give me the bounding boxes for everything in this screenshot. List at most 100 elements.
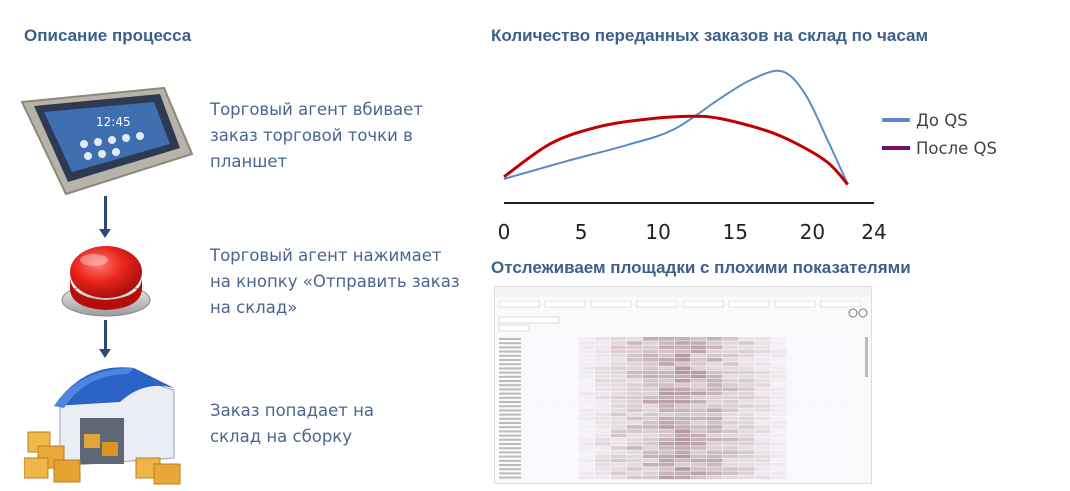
chart-title: Количество переданных заказов на склад п… [491, 26, 929, 45]
heat-cell [819, 395, 835, 400]
process-title: Описание процесса [24, 26, 192, 45]
heat-cell [611, 437, 627, 442]
heat-cell [595, 366, 611, 370]
x-tick-labels: 0 5 10 15 20 24 [490, 220, 910, 246]
heat-cell [803, 366, 819, 370]
heat-cell [755, 353, 771, 358]
heat-cell [787, 475, 803, 480]
heat-cell [643, 353, 659, 358]
heat-cell [627, 433, 643, 438]
heat-cell [755, 345, 771, 349]
heat-cell [595, 374, 611, 379]
heat-cell [531, 442, 547, 446]
heat-cell [659, 437, 675, 442]
heat-cell [675, 429, 691, 433]
heat-cell [675, 353, 691, 358]
heat-cell [611, 379, 627, 383]
heat-cell [771, 475, 787, 480]
heat-cell [691, 471, 707, 475]
heat-cell [835, 391, 851, 396]
heat-cell [531, 404, 547, 408]
heat-cell [531, 416, 547, 421]
heat-cell [739, 358, 755, 362]
heat-cell [739, 458, 755, 463]
heat-cell [595, 404, 611, 408]
heat-cell [739, 349, 755, 354]
heat-cell [723, 467, 739, 471]
heat-cell [691, 442, 707, 446]
heat-cell [755, 425, 771, 429]
heat-row-label [499, 413, 521, 416]
heat-cell [643, 349, 659, 354]
heat-cell [675, 345, 691, 349]
heat-cell [643, 391, 659, 396]
heat-cell [531, 437, 547, 442]
heat-cell [675, 458, 691, 463]
svg-text:12:45: 12:45 [96, 115, 131, 129]
heat-cell [547, 437, 563, 442]
heat-cell [627, 387, 643, 391]
heat-cell [691, 337, 707, 341]
heat-cell [547, 349, 563, 354]
heat-cell [803, 370, 819, 375]
heat-cell [531, 458, 547, 463]
heat-cell [771, 463, 787, 467]
heat-cell [611, 425, 627, 429]
heat-cell [835, 379, 851, 383]
heat-cell [595, 345, 611, 349]
heat-cell [755, 433, 771, 438]
heat-cell [819, 425, 835, 429]
heat-cell [627, 437, 643, 442]
heat-cell [771, 400, 787, 404]
heat-cell [563, 400, 579, 404]
heat-cell [675, 379, 691, 383]
heat-cell [675, 337, 691, 341]
heat-cell [691, 349, 707, 354]
heat-cell [755, 341, 771, 345]
heat-cell [675, 341, 691, 345]
heat-cell [723, 408, 739, 412]
heat-cell [771, 391, 787, 396]
heat-cell [755, 400, 771, 404]
heat-cell [803, 471, 819, 475]
heat-cell [611, 337, 627, 341]
heat-cell [819, 408, 835, 412]
heat-cell [723, 337, 739, 341]
heat-cell [579, 454, 595, 459]
heat-cell [771, 358, 787, 362]
heat-cell [611, 433, 627, 438]
legend-item-after: После QS [882, 134, 997, 162]
heat-cell [691, 341, 707, 345]
heat-cell [691, 374, 707, 379]
heat-cell [611, 395, 627, 400]
heat-cell [659, 337, 675, 341]
heat-cell [627, 395, 643, 400]
series-line-before [503, 69, 849, 185]
heat-cell [755, 374, 771, 379]
heat-cell [643, 421, 659, 425]
heat-cell [611, 412, 627, 417]
heat-row-label [499, 363, 521, 366]
heat-cell [531, 366, 547, 370]
heat-cell [755, 379, 771, 383]
heat-cell [563, 408, 579, 412]
heat-cell [547, 408, 563, 412]
heat-cell [627, 408, 643, 412]
heat-cell [579, 387, 595, 391]
heat-cell [787, 395, 803, 400]
heat-cell [787, 362, 803, 366]
heat-cell [739, 437, 755, 442]
heat-cell [771, 416, 787, 421]
heat-cell [659, 458, 675, 463]
heat-cell [659, 442, 675, 446]
heat-cell [755, 412, 771, 417]
heat-cell [835, 353, 851, 358]
heat-cell [707, 345, 723, 349]
heat-cell [563, 433, 579, 438]
heat-cell [675, 366, 691, 370]
heat-cell [819, 337, 835, 341]
heat-row-label [499, 359, 521, 361]
heat-cell [643, 412, 659, 417]
heat-cell [547, 433, 563, 438]
heat-cell [691, 425, 707, 429]
